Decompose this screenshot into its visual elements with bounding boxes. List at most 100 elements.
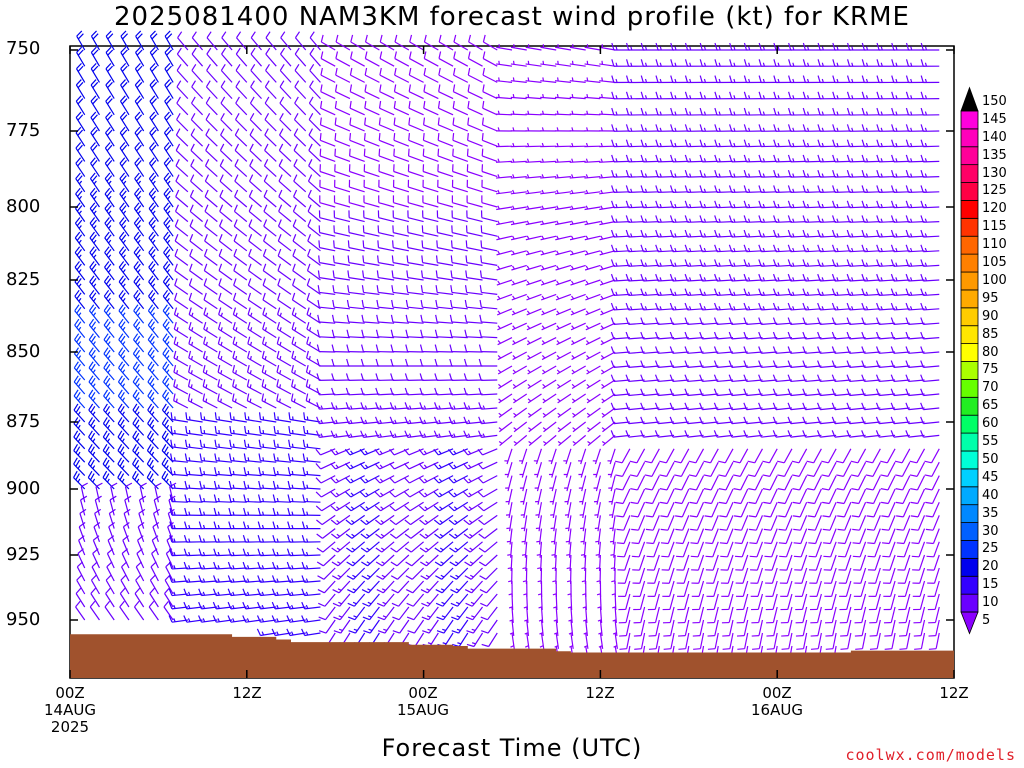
wind-barb (585, 293, 601, 301)
wind-barb (217, 350, 233, 367)
wind-barb (390, 541, 410, 553)
wind-barb (669, 273, 689, 282)
wind-barb (75, 142, 86, 162)
wind-barb (277, 292, 292, 310)
wind-barb (89, 202, 100, 222)
wind-barb (146, 443, 159, 463)
wind-barb (234, 174, 248, 193)
source-credit-link[interactable]: coolwx.com/models (845, 746, 1016, 764)
wind-barb (345, 402, 365, 410)
wind-barb (408, 117, 424, 132)
wind-barb (242, 588, 262, 597)
wind-barb (213, 548, 233, 557)
wind-barb (706, 567, 719, 584)
wind-barb (832, 59, 851, 67)
wind-barb (393, 148, 410, 162)
wind-barb (772, 360, 792, 368)
wind-barb (389, 402, 409, 410)
terrain-fill (70, 634, 954, 678)
wind-barb (571, 379, 586, 389)
wind-barb (777, 475, 793, 491)
wind-barb (272, 561, 292, 570)
colorbar-level-label: 140 (982, 129, 1007, 145)
wind-barb (132, 403, 145, 423)
wind-barb (405, 567, 425, 580)
wind-barb (924, 461, 940, 477)
wind-barb (851, 475, 867, 491)
wind-barb (743, 42, 763, 51)
wind-barb (450, 580, 469, 594)
wind-barb (163, 142, 174, 162)
wind-barb (482, 34, 498, 51)
wind-barb (787, 416, 807, 425)
wind-barb (149, 126, 159, 147)
wind-barb (510, 110, 527, 116)
wind-barb (713, 388, 734, 397)
wind-barb (89, 289, 100, 310)
wind-barb (911, 528, 926, 545)
wind-barb (407, 195, 424, 208)
wind-barb (655, 244, 675, 253)
wind-barb (350, 34, 365, 51)
wind-barb (772, 346, 792, 354)
wind-barb (148, 187, 159, 208)
wind-barb (361, 567, 380, 580)
wind-barb (437, 133, 454, 147)
wind-barb (846, 185, 866, 193)
colorbar-max-triangle (960, 86, 979, 112)
wind-barb (345, 501, 365, 512)
wind-barb (625, 75, 645, 84)
wind-barb (555, 205, 572, 211)
wind-barb (375, 387, 395, 396)
colorbar-swatch (960, 540, 979, 559)
wind-barb (75, 587, 86, 608)
wind-barb (227, 575, 247, 583)
wind-barb (713, 302, 734, 311)
wind-barb (758, 185, 778, 193)
wind-barb (905, 288, 925, 297)
wind-barb (618, 606, 631, 624)
wind-barb (792, 461, 808, 477)
wind-barb (507, 554, 513, 572)
wind-barb (465, 240, 483, 252)
wind-barb (773, 42, 792, 51)
wind-barb (729, 42, 748, 51)
wind-barb (640, 402, 660, 411)
wind-barb (569, 127, 586, 132)
wind-barb (359, 461, 380, 470)
wind-barb (748, 475, 764, 491)
wind-barb (611, 200, 630, 209)
colorbar-swatch (960, 110, 979, 130)
wind-barb (684, 170, 704, 178)
wind-barb (690, 541, 705, 558)
wind-barb (625, 170, 645, 178)
colorbar-swatch (960, 522, 979, 541)
wind-barb (758, 331, 778, 340)
wind-barb (733, 488, 749, 505)
wind-barb (796, 632, 808, 650)
wind-barb (448, 416, 468, 425)
wind-barb (232, 350, 248, 367)
wind-barb (690, 515, 705, 531)
wind-barb (119, 217, 130, 237)
wind-barb (802, 388, 822, 397)
wind-barb (734, 528, 749, 545)
wind-barb (467, 51, 483, 67)
wind-barb (625, 185, 645, 193)
wind-barb (645, 488, 660, 505)
wind-barb (466, 632, 484, 648)
wind-barb (846, 91, 866, 100)
wind-barb (466, 210, 483, 223)
wind-barb (669, 185, 689, 193)
wind-barb (876, 273, 896, 282)
wind-barb (905, 185, 925, 193)
wind-barb (905, 388, 925, 397)
wind-barb (205, 96, 218, 116)
wind-barb (705, 554, 719, 571)
wind-barb (684, 402, 704, 411)
wind-barb (135, 561, 145, 582)
wind-barb (615, 488, 631, 505)
wind-barb (607, 448, 616, 465)
wind-barb (294, 47, 307, 67)
wind-barb (90, 46, 100, 67)
